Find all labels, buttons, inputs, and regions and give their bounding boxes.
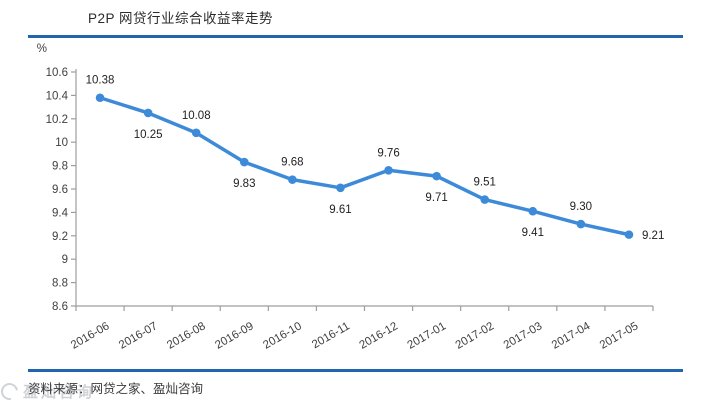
data-point-label: 9.68 (281, 157, 303, 169)
data-point-label: 9.41 (522, 227, 544, 239)
top-rule (28, 35, 683, 38)
x-tick-label: 2016-09 (213, 320, 256, 352)
source-note: 资料来源：网贷之家、盈灿咨询 (28, 382, 204, 396)
chart-title: P2P 网贷行业综合收益率走势 (88, 11, 274, 26)
data-point-marker (624, 230, 634, 239)
data-point-marker (384, 165, 393, 175)
x-tick-label: 2017-01 (406, 320, 449, 352)
data-point-marker (143, 108, 153, 118)
watermark-logo-icon (0, 379, 22, 404)
data-point-marker (95, 93, 105, 103)
data-point-marker (576, 219, 586, 229)
data-point-marker (528, 206, 538, 216)
data-point-label: 9.71 (425, 192, 447, 204)
data-point-marker (288, 175, 297, 184)
x-tick-label: 2016-07 (117, 320, 160, 352)
data-point-label: 10.25 (134, 129, 163, 141)
x-tick-label: 2016-08 (165, 320, 208, 352)
data-point-label: 9.21 (642, 230, 664, 242)
data-point-label: 10.08 (182, 110, 211, 122)
x-tick-label: 2016-12 (357, 320, 400, 352)
y-tick-label: 9.6 (52, 184, 68, 196)
x-tick-label: 2017-03 (502, 320, 545, 352)
x-tick-label: 2017-04 (550, 320, 593, 352)
y-tick-label: 10.6 (46, 67, 68, 79)
x-tick-label: 2016-10 (261, 320, 304, 352)
data-point-marker (432, 171, 441, 181)
data-point-label: 10.38 (86, 75, 115, 87)
x-tick-label: 2017-05 (598, 320, 641, 352)
y-tick-label: 9 (62, 254, 68, 266)
y-tick-label: 9.8 (52, 161, 68, 173)
x-tick-label: 2016-06 (69, 320, 112, 352)
x-tick-label: 2017-02 (454, 320, 497, 352)
y-tick-label: 10 (55, 137, 68, 149)
data-point-label: 9.76 (377, 147, 399, 159)
x-tick-label: 2016-11 (310, 320, 352, 351)
y-tick-label: 9.4 (52, 207, 69, 219)
y-tick-label: 10.4 (46, 90, 69, 102)
y-axis-unit-label: % (37, 43, 47, 55)
data-point-label: 9.30 (570, 201, 592, 213)
watermark-text: 盈灿咨询 (23, 384, 96, 401)
bottom-rule (28, 369, 683, 372)
watermark: 盈灿咨询 (0, 379, 96, 404)
data-point-marker (239, 157, 249, 167)
data-point-marker (336, 183, 345, 193)
y-tick-label: 8.8 (52, 278, 68, 290)
series-line (98, 95, 631, 237)
data-point-marker (480, 195, 490, 204)
chart-canvas: 10.6 10.4 10.2 10 9.8 9.6 9.4 9.2 9 8.8 8.62016-06… (37, 43, 665, 352)
data-point-label: 9.51 (474, 177, 496, 189)
data-point-marker (191, 128, 201, 138)
y-tick-label: 10.2 (46, 114, 68, 126)
y-tick-label: 8.6 (52, 301, 68, 313)
data-point-label: 9.83 (233, 178, 255, 190)
data-point-label: 9.61 (329, 204, 351, 216)
y-tick-label: 9.2 (52, 231, 68, 243)
